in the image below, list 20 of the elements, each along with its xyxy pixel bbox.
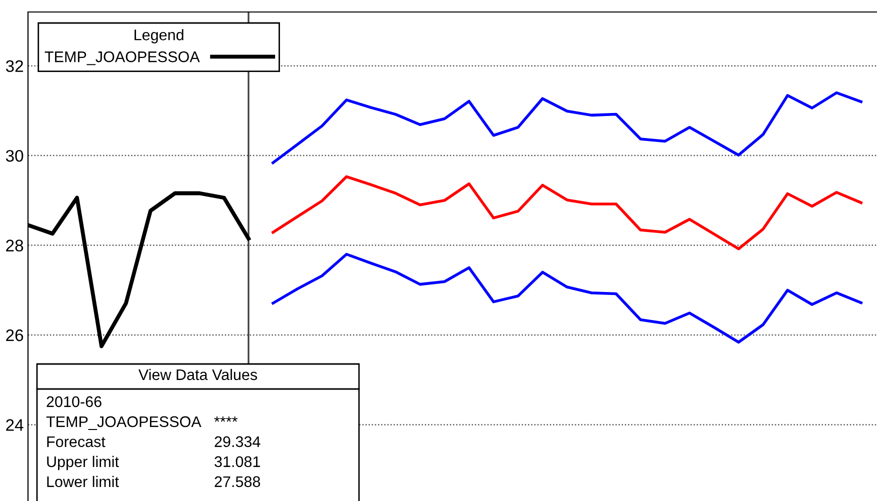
y-tick-label: 26 <box>6 329 24 342</box>
line-series <box>272 252 862 344</box>
annotation: **** <box>214 416 238 422</box>
annotation: View Data Values <box>138 368 258 380</box>
annotation: Forecast <box>47 436 106 448</box>
annotation: 29.334 <box>214 436 260 448</box>
legend-label: TEMP_JOAOPESSOA <box>44 51 200 66</box>
annotation: 27.588 <box>214 476 260 488</box>
line-series <box>272 175 862 250</box>
annotation: 2010-66 <box>46 396 102 408</box>
annotation: 31.081 <box>214 456 260 468</box>
annotation: TEMP_JOAOPESSOA <box>46 416 202 430</box>
y-tick-label: 30 <box>6 150 24 162</box>
y-tick-label: 28 <box>6 240 24 252</box>
y-tick-label: 24 <box>6 419 24 431</box>
y-tick-label: 32 <box>6 60 23 72</box>
legend-title: Legend <box>134 29 184 44</box>
line-series <box>272 91 862 164</box>
annotation: Lower limit <box>47 476 119 488</box>
annotation: Upper limit <box>47 456 119 470</box>
